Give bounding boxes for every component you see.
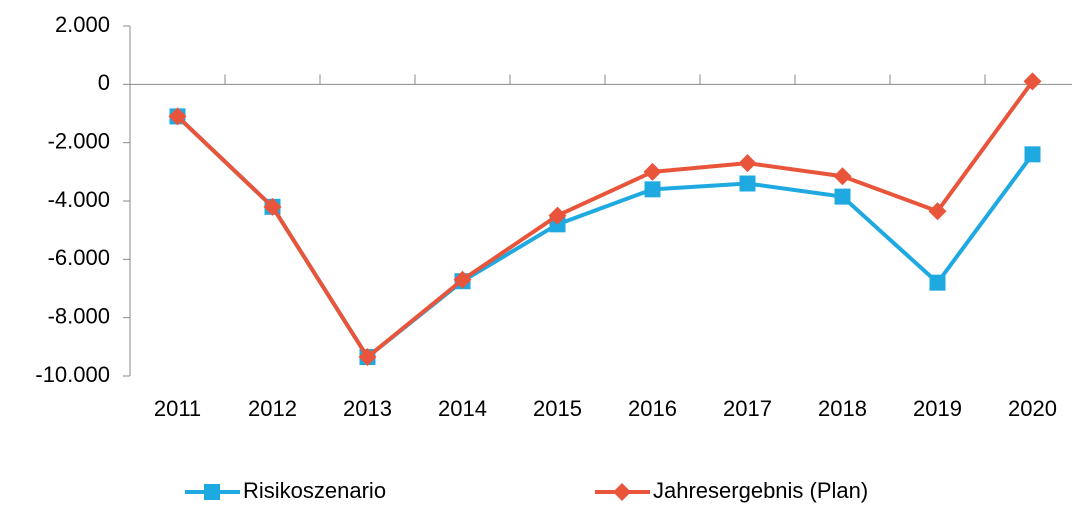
legend-label: Jahresergebnis (Plan) <box>653 478 868 503</box>
point <box>928 202 947 221</box>
point <box>929 274 946 291</box>
y-tick-label: 2.000 <box>55 12 110 37</box>
point <box>1024 146 1041 163</box>
y-tick-label: -8.000 <box>48 303 110 328</box>
y-tick-label: -2.000 <box>48 128 110 153</box>
point <box>263 197 282 216</box>
x-tick-label: 2016 <box>628 396 677 421</box>
point <box>738 154 757 173</box>
x-tick-label: 2018 <box>818 396 867 421</box>
point <box>1023 72 1042 91</box>
x-tick-label: 2020 <box>1008 396 1057 421</box>
x-tick-label: 2011 <box>154 396 201 421</box>
y-tick-label: 0 <box>98 70 110 95</box>
legend-marker <box>204 484 220 500</box>
x-tick-label: 2014 <box>438 396 487 421</box>
point <box>644 181 661 198</box>
point <box>739 175 756 192</box>
legend-label: Risikoszenario <box>243 478 386 503</box>
x-tick-label: 2019 <box>913 396 962 421</box>
series-line <box>176 114 1035 360</box>
series-line <box>176 80 1035 360</box>
y-tick-label: -4.000 <box>48 187 110 212</box>
point <box>168 107 187 126</box>
point <box>358 348 377 367</box>
point <box>643 162 662 181</box>
x-tick-label: 2013 <box>343 396 392 421</box>
x-tick-label: 2015 <box>533 396 582 421</box>
point <box>834 188 851 205</box>
point <box>453 270 472 289</box>
y-tick-label: -10.000 <box>35 362 110 387</box>
x-tick-label: 2017 <box>723 396 772 421</box>
legend-marker <box>613 483 631 501</box>
x-tick-label: 2012 <box>248 396 297 421</box>
y-tick-label: -6.000 <box>48 245 110 270</box>
point <box>833 167 852 186</box>
point <box>548 206 567 225</box>
